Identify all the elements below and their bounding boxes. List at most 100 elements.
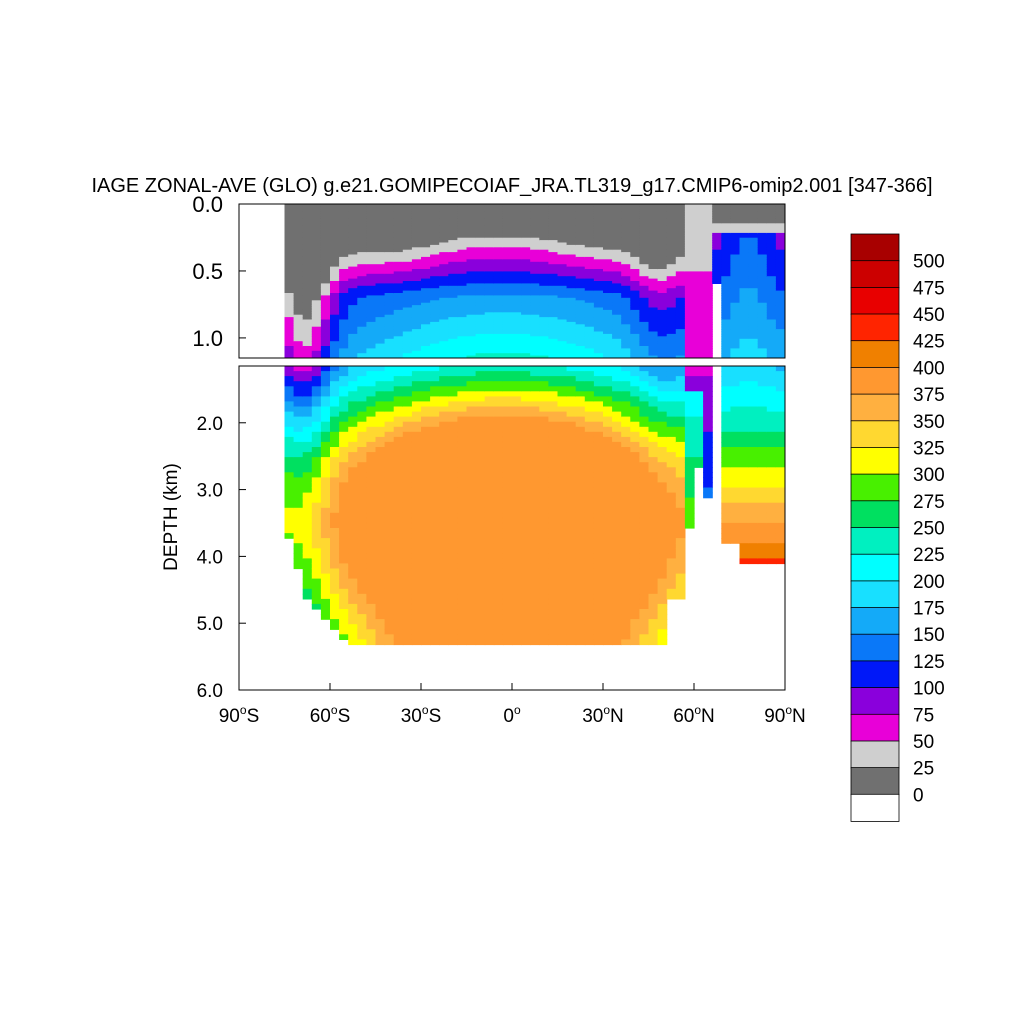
contour-cell xyxy=(366,288,377,292)
contour-cell xyxy=(584,307,595,311)
contour-cell xyxy=(475,376,486,382)
contour-cell xyxy=(411,269,422,272)
contour-cell xyxy=(339,338,349,342)
contour-cell xyxy=(739,346,750,349)
contour-cell xyxy=(384,355,395,358)
contour-cell xyxy=(521,346,531,349)
contour-cell xyxy=(330,240,340,244)
contour-cell xyxy=(684,288,695,292)
contour-cell xyxy=(748,242,759,246)
contour-cell xyxy=(621,252,631,256)
contour-cell xyxy=(302,317,313,321)
contour-cell xyxy=(775,295,785,299)
contour-cell xyxy=(493,381,504,387)
contour-cell xyxy=(302,240,313,244)
contour-cell xyxy=(766,244,777,248)
contour-cell xyxy=(302,452,313,458)
contour-cell xyxy=(448,266,458,270)
contour-cell xyxy=(612,326,622,330)
contour-cell xyxy=(521,208,531,212)
contour-cell xyxy=(439,583,449,590)
contour-cell xyxy=(666,211,677,215)
contour-cell xyxy=(393,371,404,377)
contour-cell xyxy=(712,240,722,244)
contour-cell xyxy=(484,421,495,428)
contour-cell xyxy=(339,467,349,473)
contour-cell xyxy=(393,528,404,534)
contour-cell xyxy=(402,326,413,330)
contour-cell xyxy=(775,329,785,333)
contour-cell xyxy=(721,266,731,270)
contour-cell xyxy=(293,211,304,215)
contour-cell xyxy=(466,264,477,268)
contour-cell xyxy=(339,452,349,458)
contour-cell xyxy=(593,326,604,330)
contour-cell xyxy=(402,593,413,600)
contour-cell xyxy=(448,522,458,529)
contour-cell xyxy=(639,271,650,275)
contour-cell xyxy=(348,213,358,217)
contour-cell xyxy=(293,436,304,443)
contour-cell xyxy=(539,235,549,239)
contour-cell xyxy=(621,273,631,277)
contour-cell xyxy=(521,307,531,311)
contour-cell xyxy=(475,281,486,284)
contour-cell xyxy=(757,208,768,212)
contour-cell xyxy=(430,300,440,304)
contour-cell xyxy=(639,329,650,333)
contour-cell xyxy=(566,225,577,229)
contour-cell xyxy=(393,346,404,349)
contour-cell xyxy=(675,240,686,244)
contour-cell xyxy=(348,266,358,270)
contour-cell xyxy=(411,603,422,610)
contour-cell xyxy=(311,366,322,372)
contour-cell xyxy=(657,336,668,340)
contour-cell xyxy=(348,492,358,499)
contour-cell xyxy=(584,256,595,260)
contour-cell xyxy=(302,386,313,392)
contour-cell xyxy=(521,228,531,232)
contour-cell xyxy=(366,441,377,448)
contour-cell xyxy=(684,285,695,289)
contour-cell xyxy=(339,482,349,489)
contour-cell xyxy=(775,271,785,275)
contour-cell xyxy=(411,462,422,468)
contour-cell xyxy=(320,396,331,403)
contour-cell xyxy=(357,492,367,499)
contour-cell xyxy=(730,326,741,330)
contour-cell xyxy=(612,237,622,241)
contour-cell xyxy=(348,441,358,448)
contour-cell xyxy=(411,264,422,268)
contour-cell xyxy=(512,276,522,280)
contour-cell xyxy=(666,208,677,212)
contour-cell xyxy=(466,266,477,270)
contour-cell xyxy=(311,331,322,335)
contour-cell xyxy=(330,273,340,277)
contour-cell xyxy=(439,247,449,251)
contour-cell xyxy=(539,259,549,263)
contour-cell xyxy=(375,396,386,403)
contour-cell xyxy=(694,336,704,340)
contour-cell xyxy=(694,285,704,289)
contour-cell xyxy=(466,204,477,207)
contour-cell xyxy=(339,218,349,222)
contour-cell xyxy=(475,528,486,534)
contour-cell xyxy=(502,411,513,418)
contour-cell xyxy=(521,237,531,241)
contour-cell xyxy=(366,319,377,323)
contour-cell xyxy=(557,259,568,263)
contour-cell xyxy=(439,293,449,296)
contour-cell xyxy=(402,259,413,263)
contour-cell xyxy=(775,307,785,311)
contour-cell xyxy=(302,319,313,323)
contour-cell xyxy=(302,350,313,354)
contour-cell xyxy=(293,348,304,352)
contour-cell xyxy=(320,341,331,345)
contour-cell xyxy=(293,235,304,239)
contour-cell xyxy=(721,346,731,349)
contour-cell xyxy=(521,512,531,519)
contour-cell xyxy=(621,290,631,294)
contour-cell xyxy=(375,331,386,335)
contour-cell xyxy=(512,333,522,337)
contour-cell xyxy=(302,326,313,330)
